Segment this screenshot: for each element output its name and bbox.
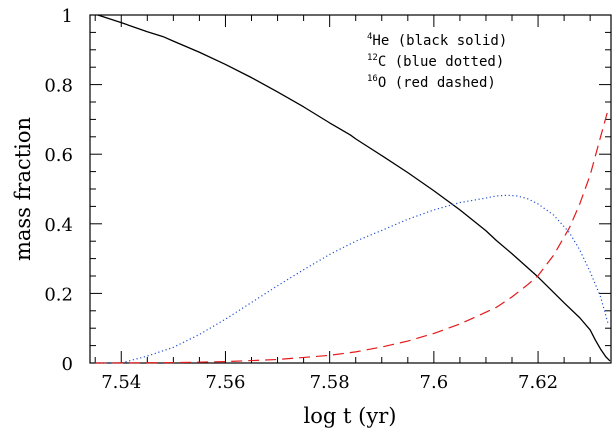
legend-entry-o: 16O (red dashed) — [367, 74, 496, 91]
legend-c-mass-number: 12 — [367, 53, 378, 63]
plot-frame — [89, 14, 612, 364]
o-16-line — [95, 108, 609, 364]
legend-he-mass-number: 4 — [367, 32, 372, 42]
ticks — [90, 14, 611, 364]
x-tick-label: 7.62 — [518, 372, 558, 393]
y-axis-label: mass fraction — [11, 117, 35, 261]
y-tick-label: 0.8 — [44, 76, 73, 97]
x-axis-label: log t (yr) — [304, 404, 397, 428]
legend-o-label: O (red dashed) — [378, 75, 496, 91]
x-tick-label: 7.6 — [420, 372, 449, 393]
y-tick-label: 0.6 — [44, 145, 73, 166]
tick-labels: 7.54 7.56 7.58 7.6 7.62 0 0.2 0.4 0.6 0.8 1 — [44, 6, 558, 393]
series-layer — [95, 14, 611, 364]
legend-o-mass-number: 16 — [367, 74, 378, 84]
legend-entry-he: 4He (black solid) — [367, 32, 507, 49]
y-tick-label: 0 — [62, 354, 73, 375]
legend-entry-c: 12C (blue dotted) — [367, 53, 504, 70]
x-tick-label: 7.54 — [101, 372, 141, 393]
x-tick-label: 7.56 — [205, 372, 245, 393]
c-12-line — [95, 194, 609, 364]
y-tick-label: 0.4 — [44, 215, 73, 236]
legend-he-label: He (black solid) — [372, 33, 507, 49]
y-tick-label: 1 — [62, 6, 73, 27]
he-4-line — [97, 14, 611, 362]
y-tick-label: 0.2 — [44, 284, 73, 305]
legend-c-label: C (blue dotted) — [378, 54, 504, 70]
legend: 4He (black solid) 12C (blue dotted) 16O … — [367, 32, 507, 91]
x-tick-label: 7.58 — [310, 372, 350, 393]
